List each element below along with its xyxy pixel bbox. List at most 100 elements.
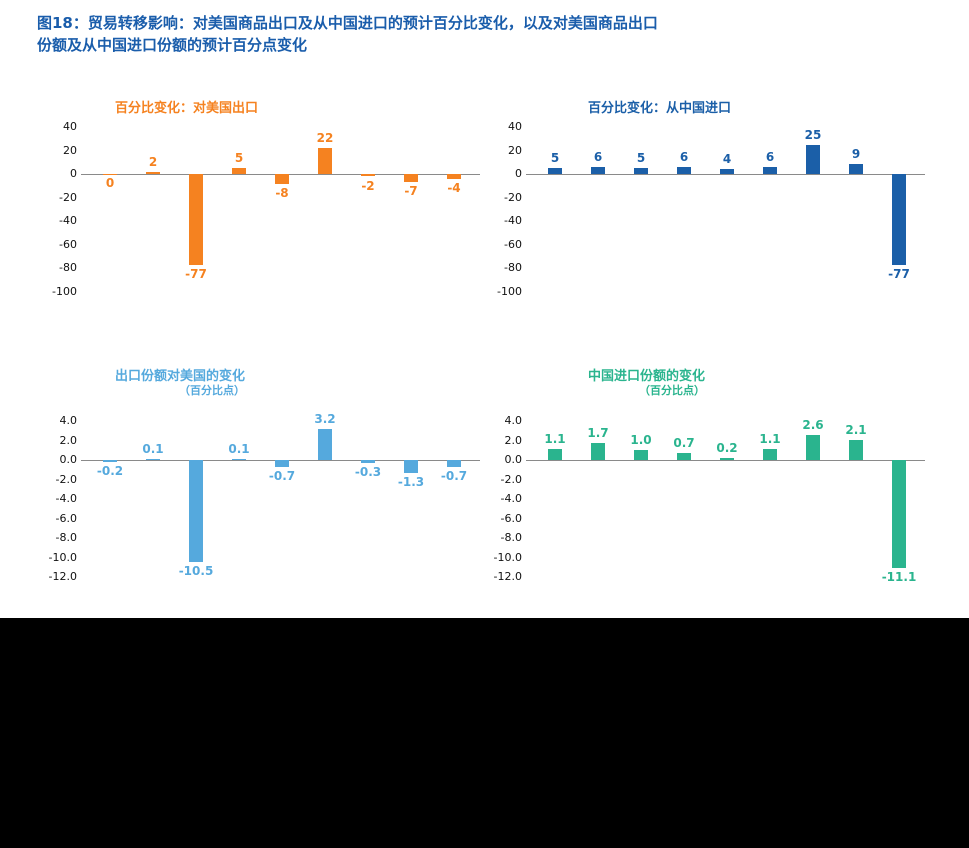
y-axis-tick-label: 0 (515, 167, 522, 181)
bar-value-label: 6 (593, 150, 603, 165)
bar (275, 460, 289, 467)
bar (892, 174, 906, 265)
y-axis-tick-label: -20 (59, 190, 77, 204)
y-axis-tick-label: 4.0 (504, 414, 523, 427)
y-axis-tick-label: 4.0 (59, 414, 78, 427)
bar (720, 169, 734, 175)
y-axis-tick-label: 0 (70, 167, 77, 181)
bar-value-label: -0.2 (96, 463, 124, 478)
bar (447, 174, 461, 179)
bar-value-label: -7 (404, 184, 418, 199)
bar-value-label: 4 (722, 152, 732, 167)
y-axis-tick-label: -10.0 (48, 550, 77, 564)
bar-value-label: 25 (804, 127, 822, 142)
chart-pct-change-imports-from-china: 百分比变化：从中国进口 40 20 0 -20 -40 -60 -80 -100 5 6 5 6 4 6 2… (485, 100, 930, 315)
y-axis-tick-label: -40 (59, 214, 77, 228)
bar-value-label: 0.7 (673, 436, 695, 451)
bar-value-label: 6 (765, 150, 775, 165)
y-axis-tick-label: -12.0 (493, 570, 522, 583)
bar-value-label: -1.3 (397, 474, 425, 489)
y-axis-tick-label: -80 (504, 261, 522, 275)
figure-title-line1: 图18：贸易转移影响：对美国商品出口及从中国进口的预计百分比变化，以及对美国商品… (37, 14, 658, 32)
bar-value-label: 0.1 (228, 442, 250, 457)
bar (677, 453, 691, 460)
bar-value-label: -11.1 (881, 570, 917, 585)
viewer-dark-background (0, 618, 969, 848)
bar (849, 163, 863, 175)
chart-title-text: 出口份额对美国的变化 (115, 369, 246, 384)
bar-value-label: 0.1 (142, 442, 164, 457)
bar-value-label: 1.1 (544, 432, 566, 447)
y-axis-tick-label: -6.0 (500, 511, 522, 525)
bar (146, 459, 160, 461)
chart-subtitle-text: （百分比点） (639, 384, 706, 397)
x-axis-line (526, 460, 925, 461)
bar (189, 460, 203, 563)
chart-china-import-share-change: 中国进口份额的变化 （百分比点） 4.0 2.0 0.0 -2.0 -4.0 -6.0 -8… (485, 368, 930, 608)
bar (103, 174, 117, 176)
bar (361, 460, 375, 463)
bar-value-label: -77 (185, 266, 207, 281)
chart-pct-change-exports-to-us: 百分比变化：对美国出口 40 20 0 -20 -40 -60 -80 -100 0 2 -77 5 -… (40, 100, 485, 315)
chart-title-text: 百分比变化：对美国出口 (115, 101, 259, 116)
y-axis-tick-label: -2.0 (500, 472, 522, 486)
bar (591, 167, 605, 175)
y-axis-tick-label: -10.0 (493, 550, 522, 564)
bar (189, 174, 203, 265)
y-axis-tick-label: -8.0 (500, 531, 522, 544)
bar (634, 168, 648, 175)
bar (720, 458, 734, 460)
bar (447, 460, 461, 467)
y-axis-tick-label: -60 (504, 237, 522, 251)
y-axis-tick-label: -2.0 (55, 472, 77, 486)
bar (103, 460, 117, 462)
bar (318, 428, 332, 460)
bar-value-label: 5 (550, 151, 560, 166)
y-axis-tick-label: -100 (52, 285, 77, 298)
bar-value-label: 2.1 (845, 422, 867, 437)
figure-title-line2: 份额及从中国进口份额的预计百分点变化 (37, 36, 308, 54)
y-axis-tick-label: 20 (63, 143, 77, 157)
bar (763, 449, 777, 460)
y-axis-tick-label: 40 (63, 120, 77, 133)
y-axis-tick-label: 40 (508, 120, 522, 133)
bar (677, 167, 691, 175)
bar-value-label: -0.7 (268, 468, 296, 483)
bar (763, 167, 777, 175)
y-axis-tick-label: -40 (504, 214, 522, 228)
document-page: 图18：贸易转移影响：对美国商品出口及从中国进口的预计百分比变化，以及对美国商品… (0, 0, 969, 618)
bar (404, 460, 418, 473)
chart-title: 中国进口份额的变化 （百分比点） (588, 369, 705, 397)
bar-value-label: 0.2 (716, 441, 738, 456)
bar-value-label: 2 (148, 154, 158, 169)
figure-title: 图18：贸易转移影响：对美国商品出口及从中国进口的预计百分比变化，以及对美国商品… (37, 12, 942, 56)
bar-value-label: 1.0 (630, 433, 652, 448)
y-axis-tick-label: -4.0 (500, 492, 522, 505)
chart-export-share-change-us: 出口份额对美国的变化 （百分比点） 4.0 2.0 0.0 -2.0 -4.0 -6.0 -… (40, 368, 485, 608)
bar (806, 434, 820, 460)
x-axis-line (526, 174, 925, 176)
chart-title-text: 百分比变化：从中国进口 (588, 101, 732, 116)
bar (146, 171, 160, 175)
bar-value-label: -8 (275, 185, 289, 200)
bar (318, 148, 332, 175)
bar (548, 449, 562, 460)
bar-value-label: -77 (888, 266, 910, 281)
chart-title: 百分比变化：对美国出口 (115, 101, 258, 116)
bar (806, 144, 820, 175)
plot-area: 40 20 0 -20 -40 -60 -80 -100 5 6 5 6 4 6 25 9 -77 (497, 120, 925, 298)
bar (404, 174, 418, 183)
y-axis-tick-label: -8.0 (55, 531, 77, 544)
y-axis-tick-label: 2.0 (59, 433, 78, 447)
plot-area: 4.0 2.0 0.0 -2.0 -4.0 -6.0 -8.0 -10.0 -12.0 1.1 1.… (494, 414, 925, 584)
bar-value-label: 1.1 (759, 432, 781, 447)
y-axis-tick-label: -80 (59, 261, 77, 275)
y-axis-tick-label: -60 (59, 237, 77, 251)
bar-value-label: 3.2 (314, 411, 336, 426)
bar (892, 460, 906, 569)
bar-value-label: -0.7 (440, 468, 468, 483)
chart-title-text: 中国进口份额的变化 (588, 369, 706, 384)
bar-value-label: 5 (636, 151, 646, 166)
bar-value-label: 2.6 (802, 417, 824, 432)
bar-value-label: 5 (234, 151, 244, 166)
